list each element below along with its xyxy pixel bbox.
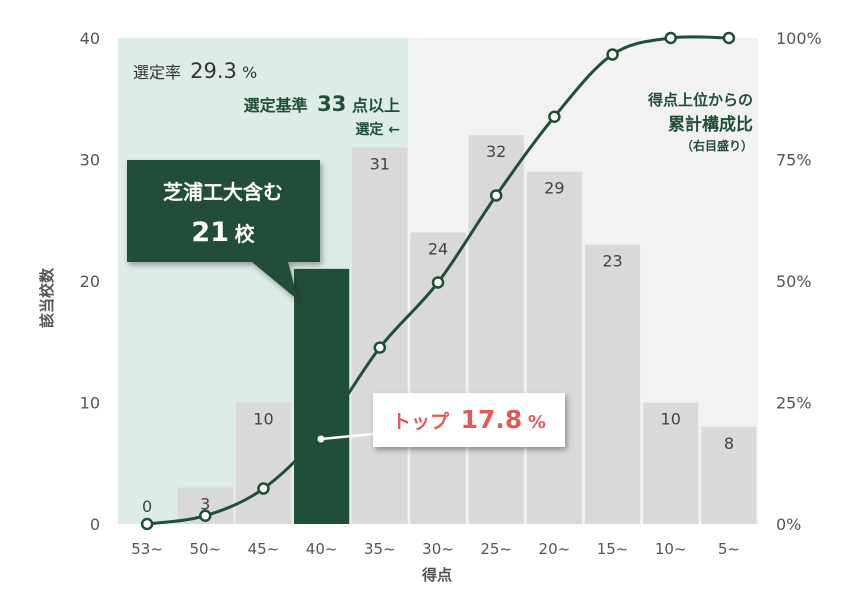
bar-highlight: [294, 268, 350, 524]
cumulative-title-line2: 累計構成比: [668, 114, 753, 135]
x-tick-label: 40~: [306, 540, 338, 558]
cumulative-points: [140, 31, 736, 531]
y-tick-label: 40: [80, 29, 100, 48]
top-callout: トップ 17.8 %: [317, 393, 565, 447]
school-name: 芝浦工大含む: [163, 180, 283, 204]
y2-tick-label: 75%: [776, 151, 812, 170]
cumulative-point: [199, 509, 212, 522]
x-tick-label: 20~: [539, 540, 571, 558]
cumulative-point: [257, 482, 270, 495]
x-tick-label: 50~: [189, 540, 221, 558]
top-callout-text: トップ 17.8 %: [392, 405, 546, 434]
cumulative-title-line3: （右目盛り）: [681, 138, 753, 153]
criteria-value: 33: [317, 92, 346, 116]
bar: [701, 426, 757, 524]
criteria-suffix: 点以上: [352, 96, 400, 115]
y-tick-label: 30: [80, 151, 100, 170]
bar-value-label: 3: [200, 495, 210, 514]
top-callout-label: トップ: [392, 410, 450, 433]
x-tick-label: 15~: [597, 540, 629, 558]
bar-value-label: 31: [370, 154, 390, 173]
top-callout-box: [373, 393, 565, 447]
bar-value-label: 10: [253, 410, 273, 429]
selection-rate-annotation: 選定率 29.3 %: [133, 59, 257, 83]
bar-value-label: 10: [661, 410, 681, 429]
bar-value-labels: 0 3 10 31 24 32 29 23 10 8: [142, 142, 734, 516]
bar-value-label: 32: [486, 142, 506, 161]
x-tick-label: 30~: [422, 540, 454, 558]
cumulative-title-line1: 得点上位からの: [647, 91, 753, 109]
bar: [410, 232, 466, 524]
school-count-value: 21: [191, 217, 229, 248]
school-callout: 芝浦工大含む 21 校: [127, 160, 320, 300]
y2-tick-label: 25%: [776, 394, 812, 413]
bar: [584, 244, 641, 525]
bar: [643, 402, 699, 524]
selection-rate-unit: %: [242, 63, 257, 82]
y-axis-title: 該当校数: [38, 267, 56, 328]
cumulative-point: [606, 48, 619, 61]
y-tick-label: 0: [90, 515, 100, 534]
bar: [352, 147, 408, 524]
x-tick-label: 5~: [718, 540, 740, 558]
school-count: 21 校: [191, 217, 255, 248]
top-callout-dot: [317, 435, 325, 443]
cumulative-point: [140, 517, 154, 531]
y2-tick-label: 100%: [776, 29, 822, 48]
y-tick-label: 10: [80, 394, 100, 413]
selection-rate-value: 29.3: [190, 59, 237, 83]
x-axis-ticks: 53~ 50~ 45~ 40~ 35~ 30~ 25~ 20~ 15~ 10~ 5~: [131, 540, 740, 558]
y-tick-label: 20: [80, 272, 100, 291]
x-axis-title: 得点: [421, 566, 452, 584]
x-tick-label: 25~: [480, 540, 512, 558]
selection-rate-label: 選定率: [133, 63, 181, 82]
bar-value-label: 0: [142, 497, 152, 516]
cumulative-point: [664, 31, 677, 45]
x-tick-label: 35~: [364, 540, 396, 558]
criteria-annotation: 選定基準 33 点以上: [244, 92, 400, 116]
top-callout-connector: [320, 432, 374, 441]
bar-series: [177, 135, 757, 525]
bar-value-label: 23: [602, 252, 622, 271]
school-count-unit: 校: [235, 222, 256, 246]
school-callout-box: [127, 160, 320, 300]
x-tick-label: 53~: [131, 540, 163, 558]
y2-tick-label: 0%: [776, 515, 801, 534]
bar-value-label: 8: [724, 434, 734, 453]
cumulative-point: [722, 31, 736, 45]
cumulative-point: [373, 341, 387, 354]
criteria-prefix: 選定基準: [244, 96, 308, 115]
x-tick-label: 45~: [248, 540, 280, 558]
top-callout-value: 17.8: [461, 405, 523, 434]
top-callout-unit: %: [528, 412, 546, 433]
selected-arrow-label: 選定 ←: [355, 121, 400, 138]
bar-value-label: 24: [428, 239, 448, 258]
x-tick-label: 10~: [655, 540, 687, 558]
cumulative-point: [431, 276, 445, 289]
cumulative-point: [548, 110, 561, 123]
bar-value-label: 29: [544, 179, 564, 198]
y-axis-ticks: 0 10 20 30 40: [80, 29, 100, 534]
cumulative-point: [489, 189, 503, 202]
y2-axis-ticks: 0% 25% 50% 75% 100%: [776, 29, 822, 534]
bar: [526, 171, 582, 524]
bar: [235, 402, 292, 524]
y2-tick-label: 50%: [776, 272, 812, 291]
